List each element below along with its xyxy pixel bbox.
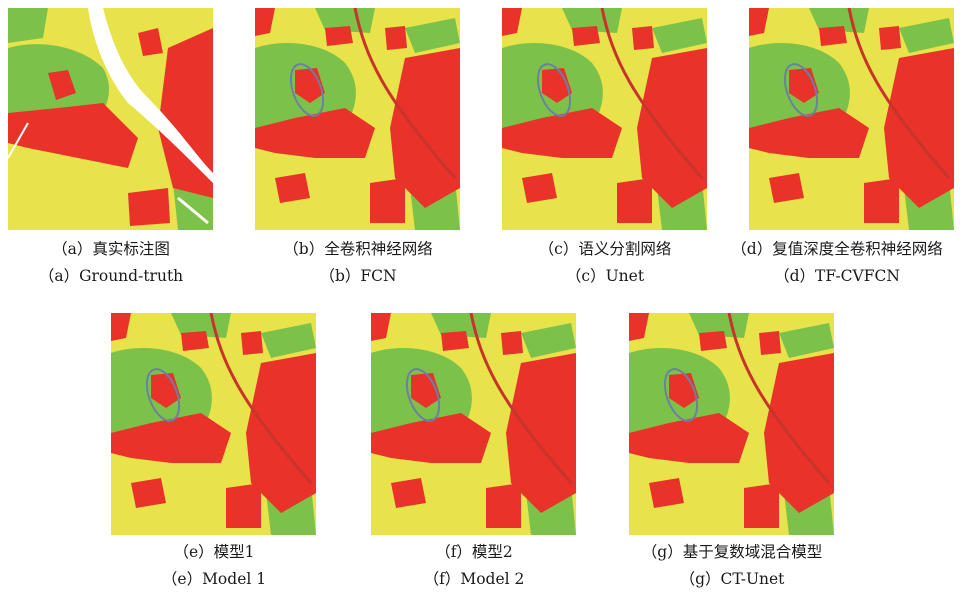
- caption-c: （c）语义分割网络 （c）Unet: [465, 236, 745, 290]
- caption-c-en: （c）Unet: [565, 267, 645, 285]
- caption-f-en: （f）Model 2: [423, 570, 525, 588]
- caption-g: （g）基于复数域混合模型 （g）CT-Unet: [592, 539, 872, 593]
- caption-g-zh: （g）基于复数域混合模型: [641, 543, 823, 561]
- segmentation-image-c: [502, 8, 707, 230]
- segmentation-image-d: [749, 8, 954, 230]
- caption-a: （a）真实标注图 （a）Ground-truth: [0, 236, 251, 290]
- caption-d-zh: （d）复值深度全卷积神经网络: [731, 240, 943, 258]
- segmentation-image-e: [111, 313, 316, 535]
- segmentation-image-g: [629, 313, 834, 535]
- segmentation-image-b: [255, 8, 460, 230]
- segmentation-image-f: [371, 313, 576, 535]
- caption-c-zh: （c）语义分割网络: [538, 240, 672, 258]
- caption-e-en: （e）Model 1: [161, 570, 267, 588]
- caption-d: （d）复值深度全卷积神经网络 （d）TF-CVFCN: [706, 236, 968, 290]
- caption-b-en: （b）FCN: [319, 267, 397, 285]
- caption-f-zh: （f）模型2: [435, 543, 513, 561]
- caption-b: （b）全卷积神经网络 （b）FCN: [218, 236, 498, 290]
- caption-e-zh: （e）模型1: [173, 543, 255, 561]
- caption-e: （e）模型1 （e）Model 1: [74, 539, 354, 593]
- segmentation-image-a: [8, 8, 213, 230]
- caption-f: （f）模型2 （f）Model 2: [334, 539, 614, 593]
- caption-a-zh: （a）真实标注图: [52, 240, 170, 258]
- caption-a-en: （a）Ground-truth: [38, 267, 184, 285]
- caption-b-zh: （b）全卷积神经网络: [283, 240, 433, 258]
- caption-g-en: （g）CT-Unet: [679, 570, 785, 588]
- caption-d-en: （d）TF-CVFCN: [774, 267, 900, 285]
